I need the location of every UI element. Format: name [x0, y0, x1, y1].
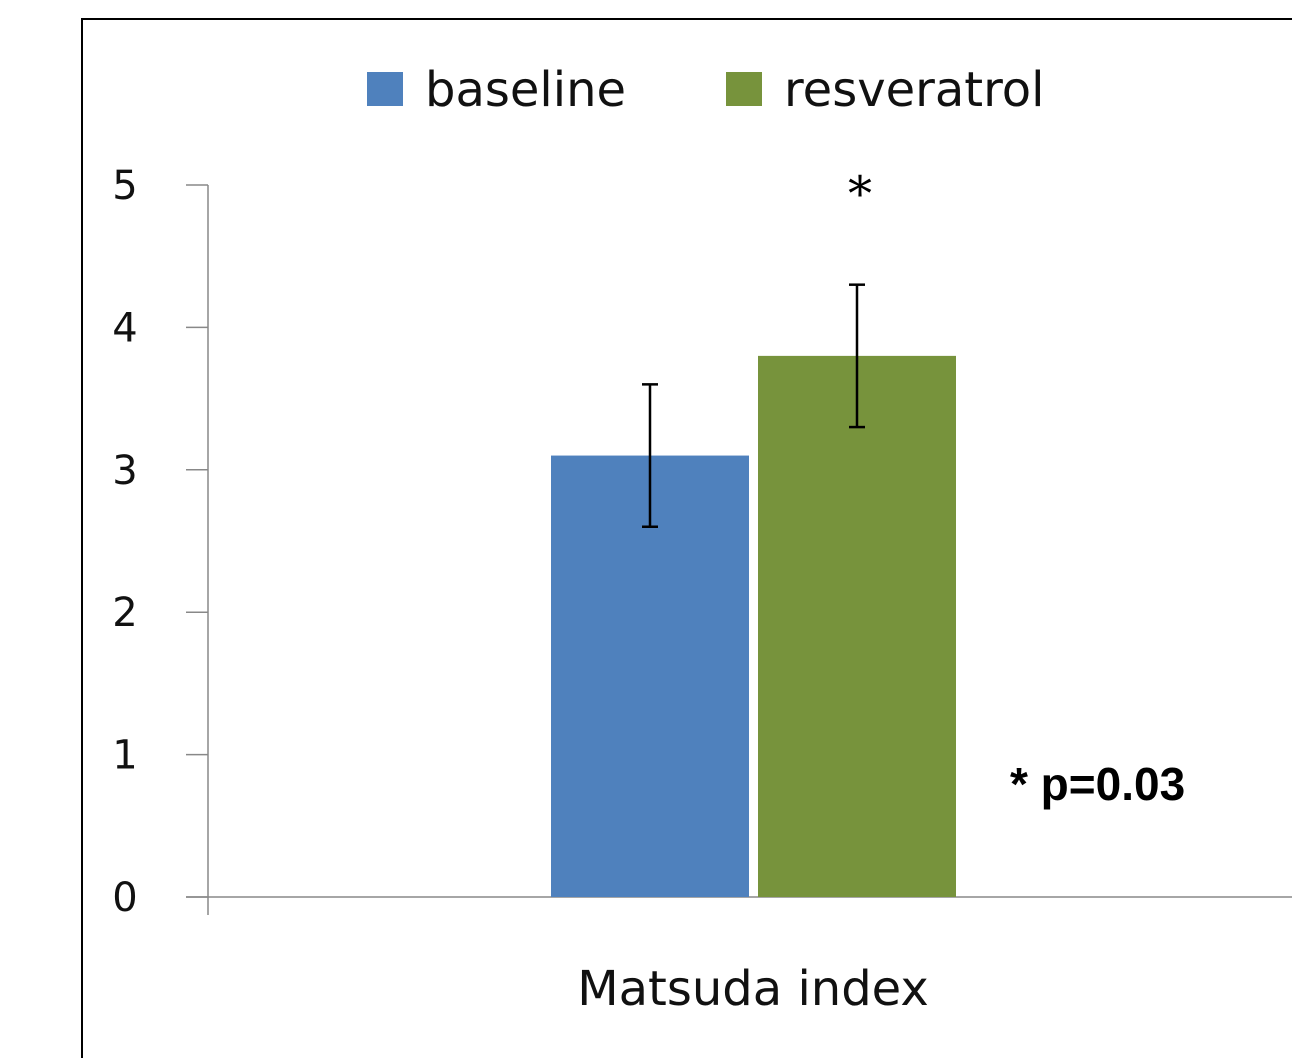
y-tick-label: 3	[112, 448, 137, 494]
y-tick-label: 2	[112, 590, 137, 636]
legend-label-resveratrol: resveratrol	[784, 62, 1045, 118]
legend-swatch-resveratrol	[726, 72, 762, 106]
y-axis: 0 1 2 3 4 5	[112, 163, 209, 921]
legend-swatch-baseline	[367, 72, 403, 106]
error-bars	[642, 283, 865, 529]
bars	[551, 355, 956, 897]
legend-label-baseline: baseline	[425, 62, 626, 118]
y-tick-label: 0	[112, 875, 137, 921]
x-category-label: Matsuda index	[577, 961, 929, 1017]
bar-baseline	[551, 455, 749, 897]
y-tick-label: 1	[112, 733, 137, 779]
p-value-annotation: * p=0.03	[1010, 758, 1185, 810]
significance-star: *	[848, 166, 872, 222]
y-tick-label: 5	[112, 163, 137, 209]
legend: baseline resveratrol	[367, 62, 1045, 118]
chart-frame	[81, 18, 1292, 1058]
y-tick-label: 4	[112, 305, 137, 351]
bar-resveratrol	[758, 355, 956, 897]
x-axis: Matsuda index	[186, 896, 1292, 1017]
